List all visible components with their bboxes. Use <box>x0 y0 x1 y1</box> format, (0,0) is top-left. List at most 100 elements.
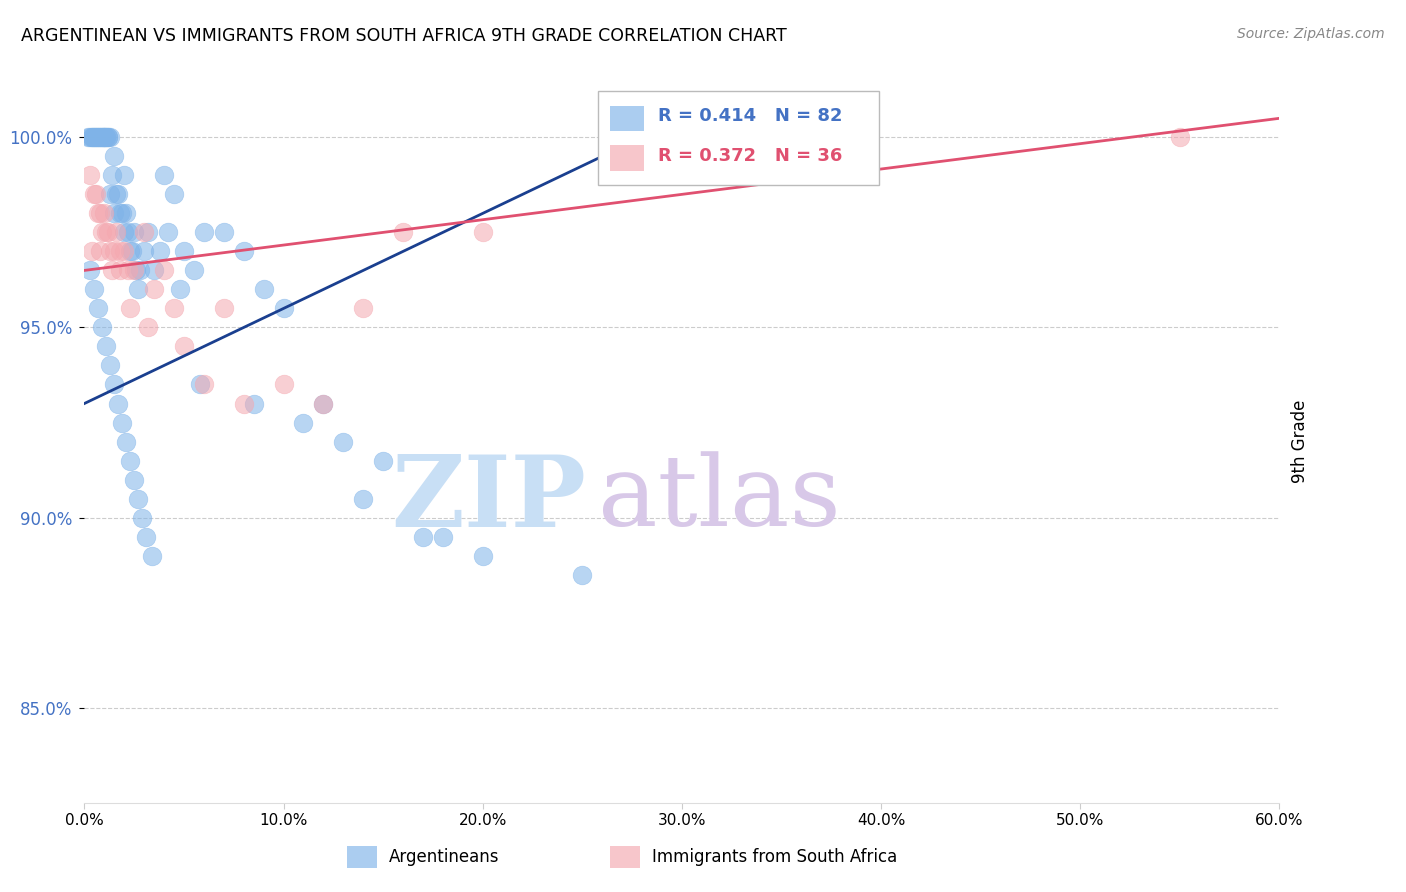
Point <box>173 244 195 259</box>
Point <box>432 530 454 544</box>
Point <box>122 226 145 240</box>
Point <box>83 187 105 202</box>
Point <box>115 434 138 449</box>
Point <box>131 510 153 524</box>
Point <box>122 263 145 277</box>
Point <box>173 339 195 353</box>
Point <box>93 206 115 220</box>
Point <box>93 130 115 145</box>
Point <box>79 263 101 277</box>
Point <box>312 396 335 410</box>
Point <box>129 263 152 277</box>
Point <box>188 377 211 392</box>
Point <box>117 226 139 240</box>
Point <box>232 396 254 410</box>
Point <box>117 263 139 277</box>
FancyBboxPatch shape <box>610 105 644 131</box>
Point <box>141 549 163 563</box>
FancyBboxPatch shape <box>610 145 644 170</box>
Point <box>103 149 125 163</box>
Point <box>87 206 110 220</box>
Point <box>110 244 132 259</box>
Point <box>136 226 159 240</box>
Point <box>127 282 149 296</box>
Text: atlas: atlas <box>599 451 841 547</box>
Point <box>112 226 135 240</box>
Point <box>83 282 105 296</box>
Point <box>82 244 104 259</box>
Point <box>373 453 395 467</box>
Point <box>1168 130 1191 145</box>
Point <box>83 130 105 145</box>
Point <box>107 187 129 202</box>
Point <box>89 244 111 259</box>
Point <box>98 359 121 373</box>
Point <box>193 226 215 240</box>
Point <box>105 187 128 202</box>
Point <box>135 530 157 544</box>
Point <box>89 130 111 145</box>
Point <box>97 130 120 145</box>
Point <box>471 226 494 240</box>
Point <box>571 567 593 582</box>
Point <box>98 130 121 145</box>
Point <box>98 244 121 259</box>
Point <box>143 282 166 296</box>
Point <box>149 244 172 259</box>
Point <box>193 377 215 392</box>
Point <box>163 301 186 316</box>
Point <box>352 301 374 316</box>
Point <box>153 169 176 183</box>
Point <box>96 339 118 353</box>
Point <box>153 263 176 277</box>
Point <box>103 377 125 392</box>
Point <box>101 169 124 183</box>
Point <box>111 206 134 220</box>
Point <box>163 187 186 202</box>
Point <box>352 491 374 506</box>
Point <box>87 301 110 316</box>
Point <box>103 244 125 259</box>
Point <box>86 130 108 145</box>
FancyBboxPatch shape <box>347 847 377 868</box>
Point <box>471 549 494 563</box>
Point <box>143 263 166 277</box>
Point <box>110 263 132 277</box>
Point <box>212 226 235 240</box>
Point <box>86 187 108 202</box>
Point <box>120 453 142 467</box>
Point <box>132 226 156 240</box>
Point <box>96 130 118 145</box>
Point <box>82 130 104 145</box>
Point <box>253 282 276 296</box>
Point <box>112 169 135 183</box>
Point <box>157 226 180 240</box>
Point <box>136 320 159 334</box>
Point <box>242 396 264 410</box>
Point <box>412 530 434 544</box>
Point <box>112 244 135 259</box>
Point <box>232 244 254 259</box>
Point <box>96 130 118 145</box>
Point <box>127 491 149 506</box>
Text: R = 0.414   N = 82: R = 0.414 N = 82 <box>658 107 842 126</box>
Point <box>120 301 142 316</box>
Point <box>105 226 128 240</box>
Text: Immigrants from South Africa: Immigrants from South Africa <box>652 848 897 866</box>
Point <box>312 396 335 410</box>
Point <box>96 226 118 240</box>
Point <box>79 169 101 183</box>
Point <box>125 263 148 277</box>
FancyBboxPatch shape <box>599 91 879 185</box>
Point <box>87 130 110 145</box>
Point <box>107 396 129 410</box>
Point <box>122 473 145 487</box>
Text: Source: ZipAtlas.com: Source: ZipAtlas.com <box>1237 27 1385 41</box>
Point <box>89 206 111 220</box>
Y-axis label: 9th Grade: 9th Grade <box>1291 400 1309 483</box>
Point <box>111 416 134 430</box>
Point <box>93 130 115 145</box>
Point <box>82 130 104 145</box>
Point <box>169 282 191 296</box>
Point <box>79 130 101 145</box>
